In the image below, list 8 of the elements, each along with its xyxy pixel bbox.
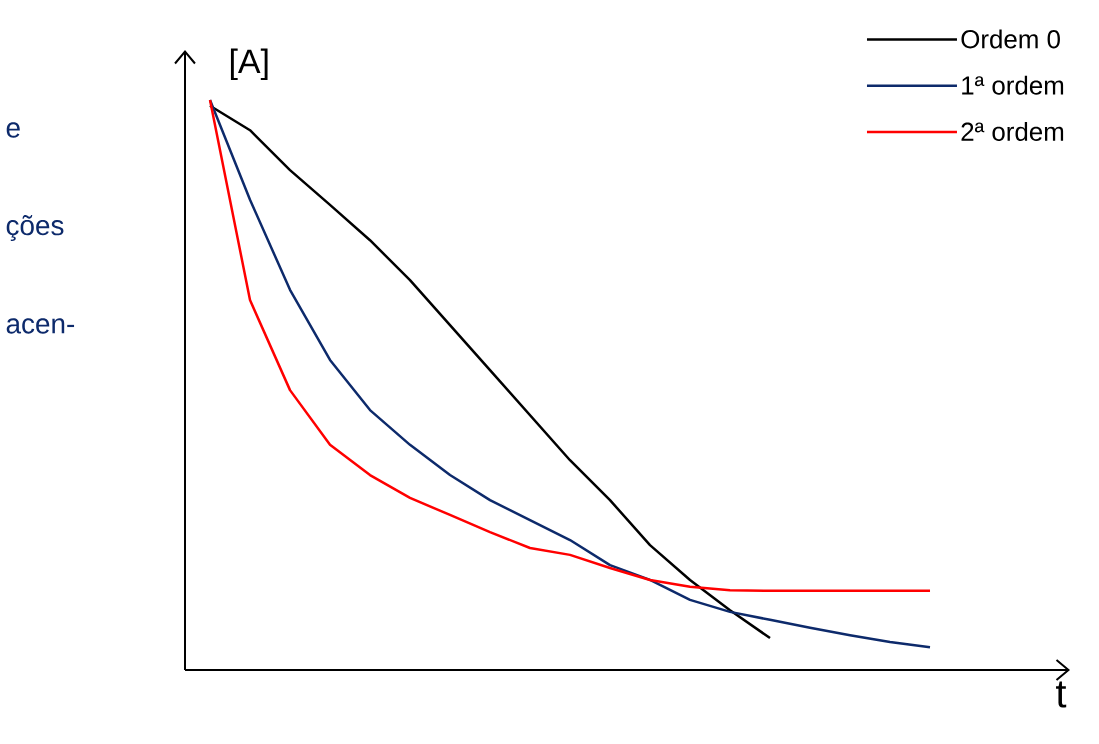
y-axis-title: [A] xyxy=(230,48,268,81)
legend-label: 2ª ordem xyxy=(961,121,1064,141)
text: ções xyxy=(6,215,64,241)
x-axis-title: t xyxy=(1056,681,1067,708)
text: e xyxy=(6,122,20,138)
legend-label: 1ª ordem xyxy=(962,75,1064,95)
legend-label: Ordem 0 xyxy=(961,29,1060,49)
text: acen- xyxy=(6,318,75,334)
